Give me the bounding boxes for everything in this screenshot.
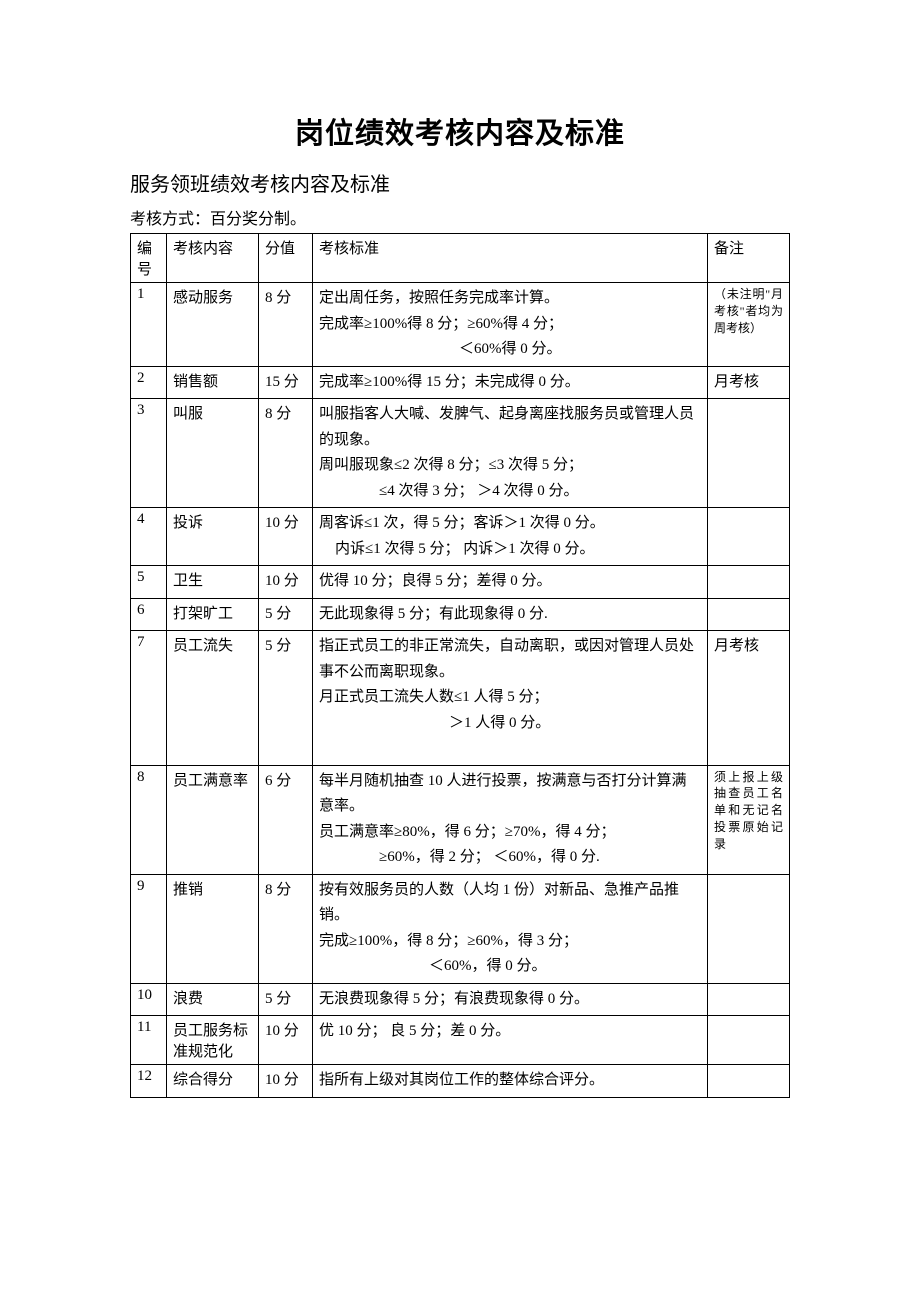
cell-standard: 无浪费现象得 5 分；有浪费现象得 0 分。	[313, 983, 708, 1016]
page-subtitle: 服务领班绩效考核内容及标准	[130, 168, 790, 197]
standard-line: ＞1 人得 0 分。	[319, 711, 550, 737]
cell-note	[708, 874, 790, 983]
cell-standard: 优 10 分； 良 5 分；差 0 分。	[313, 1016, 708, 1065]
cell-num: 3	[131, 399, 167, 508]
header-note: 备注	[708, 234, 790, 283]
standard-line: ＜60%，得 0 分。	[319, 954, 547, 980]
cell-content: 浪费	[167, 983, 259, 1016]
cell-score: 5 分	[259, 598, 313, 631]
cell-content: 感动服务	[167, 283, 259, 367]
standard-line: 完成≥100%，得 8 分；≥60%，得 3 分；	[319, 933, 578, 949]
standard-line: 叫服指客人大喊、发脾气、起身离座找服务员或管理人员的现象。	[319, 406, 694, 448]
cell-score: 8 分	[259, 874, 313, 983]
table-row: 9 推销 8 分 按有效服务员的人数（人均 1 份）对新品、急推产品推销。 完成…	[131, 874, 790, 983]
table-row: 8 员工满意率 6 分 每半月随机抽查 10 人进行投票，按满意与否打分计算满意…	[131, 765, 790, 874]
standard-line: 周客诉≤1 次，得 5 分；客诉＞1 次得 0 分。	[319, 515, 605, 531]
header-content: 考核内容	[167, 234, 259, 283]
cell-score: 8 分	[259, 283, 313, 367]
cell-num: 1	[131, 283, 167, 367]
cell-note	[708, 598, 790, 631]
table-header-row: 编号 考核内容 分值 考核标准 备注	[131, 234, 790, 283]
cell-content: 推销	[167, 874, 259, 983]
cell-note: （未注明"月考核"者均为周考核）	[708, 283, 790, 367]
cell-standard: 每半月随机抽查 10 人进行投票，按满意与否打分计算满意率。 员工满意率≥80%…	[313, 765, 708, 874]
page-title: 岗位绩效考核内容及标准	[130, 110, 790, 152]
cell-note	[708, 566, 790, 599]
cell-score: 6 分	[259, 765, 313, 874]
cell-standard: 完成率≥100%得 15 分；未完成得 0 分。	[313, 366, 708, 399]
table-row: 11 员工服务标准规范化 10 分 优 10 分； 良 5 分；差 0 分。	[131, 1016, 790, 1065]
table-row: 7 员工流失 5 分 指正式员工的非正常流失，自动离职，或因对管理人员处事不公而…	[131, 631, 790, 766]
standard-line: ≥60%，得 2 分； ＜60%，得 0 分.	[319, 845, 600, 871]
assessment-table: 编号 考核内容 分值 考核标准 备注 1 感动服务 8 分 定出周任务，按照任务…	[130, 233, 790, 1098]
cell-note	[708, 983, 790, 1016]
cell-num: 8	[131, 765, 167, 874]
cell-content: 销售额	[167, 366, 259, 399]
cell-score: 10 分	[259, 508, 313, 566]
header-num: 编号	[131, 234, 167, 283]
cell-standard: 按有效服务员的人数（人均 1 份）对新品、急推产品推销。 完成≥100%，得 8…	[313, 874, 708, 983]
cell-standard: 无此现象得 5 分；有此现象得 0 分.	[313, 598, 708, 631]
header-score: 分值	[259, 234, 313, 283]
table-row: 5 卫生 10 分 优得 10 分；良得 5 分；差得 0 分。	[131, 566, 790, 599]
cell-standard: 叫服指客人大喊、发脾气、起身离座找服务员或管理人员的现象。 周叫服现象≤2 次得…	[313, 399, 708, 508]
cell-score: 15 分	[259, 366, 313, 399]
standard-line: 员工满意率≥80%，得 6 分；≥70%，得 4 分；	[319, 824, 615, 840]
standard-line: 月正式员工流失人数≤1 人得 5 分；	[319, 689, 548, 705]
standard-line: ≤4 次得 3 分； ＞4 次得 0 分。	[319, 479, 578, 505]
cell-score: 10 分	[259, 1065, 313, 1098]
cell-note: 须上报上级抽查员工名单和无记名投票原始记录	[708, 765, 790, 874]
cell-num: 4	[131, 508, 167, 566]
standard-line: 完成率≥100%得 8 分；≥60%得 4 分；	[319, 316, 563, 332]
cell-note	[708, 1016, 790, 1065]
cell-content: 综合得分	[167, 1065, 259, 1098]
cell-score: 5 分	[259, 983, 313, 1016]
table-row: 3 叫服 8 分 叫服指客人大喊、发脾气、起身离座找服务员或管理人员的现象。 周…	[131, 399, 790, 508]
table-row: 12 综合得分 10 分 指所有上级对其岗位工作的整体综合评分。	[131, 1065, 790, 1098]
cell-note	[708, 399, 790, 508]
table-row: 2 销售额 15 分 完成率≥100%得 15 分；未完成得 0 分。 月考核	[131, 366, 790, 399]
cell-standard: 指正式员工的非正常流失，自动离职，或因对管理人员处事不公而离职现象。 月正式员工…	[313, 631, 708, 766]
cell-standard: 周客诉≤1 次，得 5 分；客诉＞1 次得 0 分。 内诉≤1 次得 5 分； …	[313, 508, 708, 566]
cell-score: 5 分	[259, 631, 313, 766]
cell-num: 9	[131, 874, 167, 983]
cell-standard: 定出周任务，按照任务完成率计算。 完成率≥100%得 8 分；≥60%得 4 分…	[313, 283, 708, 367]
cell-content: 卫生	[167, 566, 259, 599]
table-row: 6 打架旷工 5 分 无此现象得 5 分；有此现象得 0 分.	[131, 598, 790, 631]
table-row: 4 投诉 10 分 周客诉≤1 次，得 5 分；客诉＞1 次得 0 分。 内诉≤…	[131, 508, 790, 566]
standard-line: 按有效服务员的人数（人均 1 份）对新品、急推产品推销。	[319, 882, 679, 924]
assessment-method: 考核方式：百分奖分制。	[130, 205, 790, 229]
table-row: 10 浪费 5 分 无浪费现象得 5 分；有浪费现象得 0 分。	[131, 983, 790, 1016]
standard-line: 内诉≤1 次得 5 分； 内诉＞1 次得 0 分。	[319, 541, 594, 557]
cell-note	[708, 508, 790, 566]
cell-content: 员工服务标准规范化	[167, 1016, 259, 1065]
table-row: 1 感动服务 8 分 定出周任务，按照任务完成率计算。 完成率≥100%得 8 …	[131, 283, 790, 367]
standard-line: 周叫服现象≤2 次得 8 分；≤3 次得 5 分；	[319, 457, 583, 473]
cell-num: 6	[131, 598, 167, 631]
cell-score: 10 分	[259, 1016, 313, 1065]
cell-content: 员工满意率	[167, 765, 259, 874]
cell-standard: 优得 10 分；良得 5 分；差得 0 分。	[313, 566, 708, 599]
cell-note	[708, 1065, 790, 1098]
cell-standard: 指所有上级对其岗位工作的整体综合评分。	[313, 1065, 708, 1098]
cell-num: 2	[131, 366, 167, 399]
cell-num: 12	[131, 1065, 167, 1098]
cell-note: 月考核	[708, 366, 790, 399]
cell-num: 5	[131, 566, 167, 599]
cell-note: 月考核	[708, 631, 790, 766]
cell-content: 打架旷工	[167, 598, 259, 631]
cell-score: 8 分	[259, 399, 313, 508]
cell-score: 10 分	[259, 566, 313, 599]
standard-line: ＜60%得 0 分。	[319, 337, 562, 363]
standard-line: 定出周任务，按照任务完成率计算。	[319, 290, 559, 306]
standard-line: 每半月随机抽查 10 人进行投票，按满意与否打分计算满意率。	[319, 773, 687, 815]
cell-num: 7	[131, 631, 167, 766]
cell-content: 叫服	[167, 399, 259, 508]
cell-num: 11	[131, 1016, 167, 1065]
cell-num: 10	[131, 983, 167, 1016]
cell-content: 员工流失	[167, 631, 259, 766]
standard-line: 指正式员工的非正常流失，自动离职，或因对管理人员处事不公而离职现象。	[319, 638, 694, 680]
header-standard: 考核标准	[313, 234, 708, 283]
cell-content: 投诉	[167, 508, 259, 566]
